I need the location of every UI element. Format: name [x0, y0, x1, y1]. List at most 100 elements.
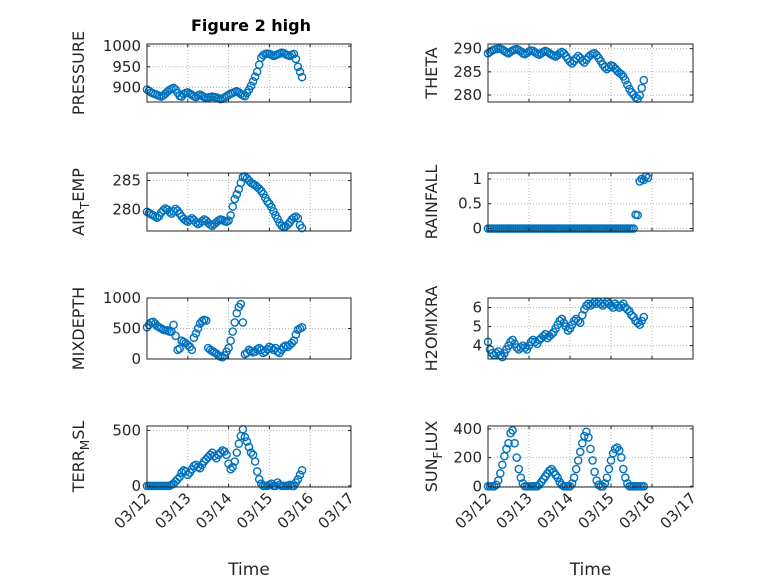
data-point — [571, 464, 581, 474]
data-point — [504, 438, 513, 448]
axes-box — [487, 297, 694, 360]
y-tick-label: 0 — [131, 350, 141, 368]
data-point — [633, 210, 642, 220]
y-tick-label: 900 — [112, 79, 141, 97]
data-point — [269, 206, 278, 216]
data-point — [263, 344, 272, 354]
data-point — [228, 327, 237, 336]
data-point — [506, 337, 515, 347]
data-point — [623, 80, 632, 90]
data-point — [514, 464, 524, 474]
data-point — [283, 220, 293, 229]
data-point — [592, 476, 601, 485]
x-tick-label: 03/12 — [452, 489, 495, 532]
data-point — [291, 212, 301, 221]
data-point — [639, 481, 649, 491]
data-point — [590, 467, 599, 477]
data-point — [248, 76, 258, 86]
y-tick-label: 285 — [112, 172, 141, 190]
data-point — [252, 467, 262, 476]
data-point — [578, 310, 587, 320]
series-markers — [483, 297, 649, 362]
data-point — [244, 442, 254, 452]
data-point — [254, 184, 264, 193]
data-point — [228, 462, 237, 472]
data-point — [510, 438, 519, 448]
data-point — [639, 75, 649, 85]
data-point — [267, 202, 276, 212]
y-tick-label: 285 — [453, 63, 482, 81]
data-point — [637, 83, 647, 93]
data-point — [169, 320, 178, 330]
data-point — [586, 444, 595, 454]
plot-area — [488, 426, 693, 487]
data-point — [295, 470, 305, 480]
y-axis-label: SUNFLUX — [422, 421, 445, 493]
data-point — [555, 316, 565, 326]
data-point — [616, 69, 626, 79]
data-point — [230, 457, 240, 466]
x-axis-label: Time — [569, 560, 612, 580]
data-point — [201, 316, 211, 325]
data-point — [619, 464, 628, 474]
data-point — [291, 330, 301, 339]
data-point — [242, 437, 252, 446]
y-tick-label: 6 — [472, 299, 482, 317]
plot-area — [488, 173, 693, 231]
data-point — [254, 474, 264, 484]
data-point — [578, 56, 587, 66]
data-point — [491, 348, 501, 358]
panel-8: 0 200 400 SUNFLUX 03/1203/1303/1403/1503/160… — [422, 420, 700, 580]
data-point — [226, 336, 235, 346]
data-point — [627, 310, 636, 320]
data-point — [297, 223, 307, 233]
data-point — [189, 333, 199, 342]
data-point — [606, 301, 616, 310]
panel-5: 0 500 1000 MIXDEPTH — [69, 287, 352, 370]
data-point — [246, 448, 256, 457]
data-point — [171, 331, 180, 341]
data-point — [629, 224, 638, 233]
data-point — [297, 322, 307, 332]
data-point — [584, 433, 593, 442]
data-point — [530, 337, 540, 347]
panel-2: 280 285 290 THETA — [422, 40, 694, 104]
y-axis-label: MIXDEPTH — [69, 287, 88, 370]
y-tick-label: 400 — [453, 420, 482, 438]
y-tick-label: 280 — [112, 201, 141, 219]
data-point — [169, 83, 178, 93]
y-tick-label: 1000 — [103, 289, 141, 307]
panel-1: 900 950 1000 PRESSURE — [69, 31, 352, 115]
data-point — [234, 439, 244, 449]
data-point — [602, 473, 612, 482]
panel-4: 0 0.5 1 RAINFALL — [422, 165, 694, 239]
data-point — [230, 318, 240, 327]
data-point — [226, 464, 235, 474]
data-point — [502, 444, 511, 454]
x-tick-label: 03/15 — [575, 489, 618, 532]
data-point — [191, 217, 201, 227]
data-point — [238, 318, 248, 327]
data-point — [226, 211, 235, 220]
data-point — [633, 318, 642, 328]
data-point — [491, 480, 501, 490]
y-axis-label: H2OMIXRA — [422, 286, 441, 372]
panel-6: 456 H2OMIXRA — [422, 286, 694, 372]
y-tick-label: 0 — [472, 220, 482, 238]
data-point — [520, 343, 530, 352]
data-point — [293, 474, 303, 484]
data-point — [539, 331, 548, 341]
data-point — [230, 194, 240, 204]
data-point — [258, 189, 268, 199]
y-tick-label: 950 — [112, 58, 141, 76]
data-point — [263, 197, 272, 206]
data-point — [569, 473, 579, 482]
data-point — [627, 87, 636, 97]
data-point — [575, 447, 585, 457]
y-axis-label: THETA — [422, 47, 441, 99]
data-point — [623, 305, 632, 314]
y-tick-label: 1000 — [103, 37, 141, 55]
y-tick-label: 0.5 — [458, 195, 482, 213]
y-axis-label: TERRMSL — [69, 421, 92, 494]
data-point — [553, 473, 563, 482]
